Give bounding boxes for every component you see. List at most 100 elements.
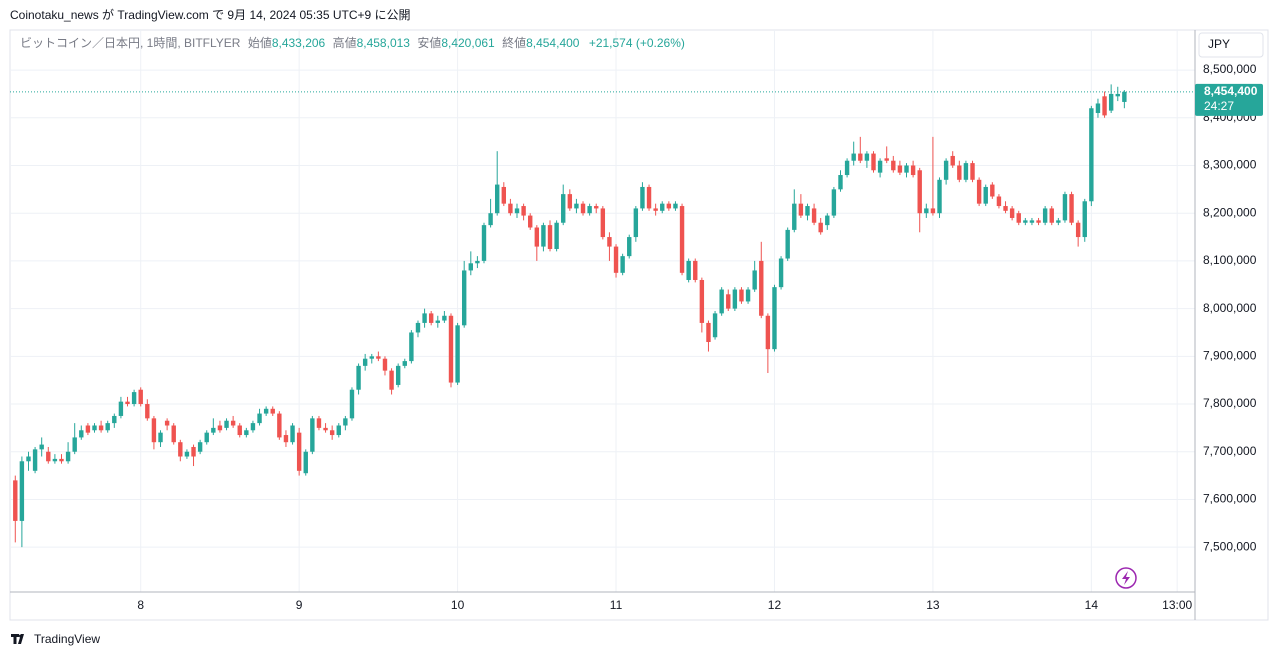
candle-body xyxy=(838,175,843,190)
candle-body xyxy=(627,237,632,257)
currency-box[interactable] xyxy=(1198,32,1264,58)
candle-body xyxy=(125,401,130,405)
candle-body xyxy=(46,451,51,462)
candle-body xyxy=(402,361,407,366)
y-tick-label: 8,500,000 xyxy=(1203,62,1257,76)
candle-body xyxy=(336,425,341,436)
candle-body xyxy=(811,208,817,223)
last-price-label: 8,454,400 xyxy=(1204,84,1258,98)
candle-body xyxy=(442,315,447,321)
candle-body xyxy=(990,184,995,197)
candle-body xyxy=(85,425,91,433)
candle-body xyxy=(409,332,414,362)
header: Coinotaku_news が TradingView.com で 9月 14… xyxy=(10,7,411,22)
alert-icon[interactable] xyxy=(1115,567,1137,589)
candle-body xyxy=(640,186,645,209)
candle-body xyxy=(686,260,691,280)
x-tick-label: 13 xyxy=(926,598,940,612)
candle-body xyxy=(158,432,163,443)
candle-body xyxy=(613,246,619,273)
candle-body xyxy=(277,413,282,438)
candle-body xyxy=(19,461,25,521)
candle-body xyxy=(904,165,909,173)
candle-body xyxy=(732,289,738,309)
candle-body xyxy=(534,227,540,247)
y-tick-label: 7,700,000 xyxy=(1203,444,1257,458)
candle-body xyxy=(884,158,889,161)
candle-body xyxy=(448,315,454,383)
candle-body xyxy=(468,263,473,271)
candle-body xyxy=(660,203,665,211)
footer-logo xyxy=(11,634,24,644)
candle-body xyxy=(475,260,480,264)
x-tick-label: 9 xyxy=(296,598,303,612)
candle-body xyxy=(1115,93,1120,97)
frame xyxy=(9,29,1269,621)
y-tick-label: 7,600,000 xyxy=(1203,492,1257,506)
candle-body xyxy=(943,160,949,180)
legend-value: 8,458,013 xyxy=(357,36,411,50)
candle-body xyxy=(752,270,757,290)
candle-body xyxy=(171,425,176,443)
x-tick-label: 11 xyxy=(610,598,623,612)
candle-body xyxy=(455,325,460,383)
candles xyxy=(13,84,1127,548)
candle-body xyxy=(1082,201,1087,238)
candle-body xyxy=(138,389,143,405)
candle-body xyxy=(561,194,566,223)
candle-body xyxy=(541,225,546,247)
candle-body xyxy=(310,418,315,452)
candle-body xyxy=(435,320,440,323)
candle-body xyxy=(805,206,810,216)
y-tick-label: 8,200,000 xyxy=(1203,205,1257,219)
x-tick-label: 8 xyxy=(137,598,144,612)
candle-body xyxy=(712,313,718,338)
legend-label: 高値 xyxy=(333,35,357,50)
candle-body xyxy=(983,186,988,204)
candle-body xyxy=(950,155,955,166)
candle-body xyxy=(594,206,599,209)
candle-body xyxy=(514,208,520,214)
candle-body xyxy=(26,456,31,462)
candle-body xyxy=(765,315,771,350)
candle-body xyxy=(1036,220,1041,223)
candle-body xyxy=(39,444,44,450)
candle-body xyxy=(461,270,467,326)
candle-body xyxy=(739,289,744,302)
candle-body xyxy=(818,222,823,233)
candle-body xyxy=(1056,220,1061,223)
candle-body xyxy=(151,418,157,443)
candle-body xyxy=(1095,103,1101,114)
candle-body xyxy=(580,203,586,214)
candle-body xyxy=(607,237,612,247)
candle-body xyxy=(323,427,328,431)
candle-body xyxy=(792,203,797,230)
candle-body xyxy=(897,165,903,173)
candle-body xyxy=(316,418,322,428)
candle-body xyxy=(422,313,427,323)
y-tick-label: 7,900,000 xyxy=(1203,348,1257,362)
last-price-box xyxy=(1195,83,1263,116)
candle-body xyxy=(620,256,625,273)
candle-body xyxy=(237,425,242,436)
candle-body xyxy=(92,425,97,431)
legend-value: 8,420,061 xyxy=(441,36,495,50)
candle-body xyxy=(646,186,652,209)
currency[interactable]: JPY xyxy=(1208,37,1230,51)
candle-body xyxy=(32,449,38,471)
candle-body xyxy=(910,165,916,176)
candle-body xyxy=(197,442,203,452)
legend-value: 8,433,206 xyxy=(272,36,326,50)
candle-body xyxy=(1023,220,1028,223)
legend: ビットコイン／日本円, 1時間, BITFLYER 始値8,433,206 高値… xyxy=(20,35,685,50)
candle-body xyxy=(356,365,361,390)
legend-label: 終値 xyxy=(502,35,526,50)
candle-body xyxy=(1029,220,1035,223)
candle-body xyxy=(164,420,170,426)
candle-body xyxy=(283,435,289,443)
candle-body xyxy=(917,170,922,214)
candle-body xyxy=(59,458,64,462)
candle-body xyxy=(877,160,883,173)
